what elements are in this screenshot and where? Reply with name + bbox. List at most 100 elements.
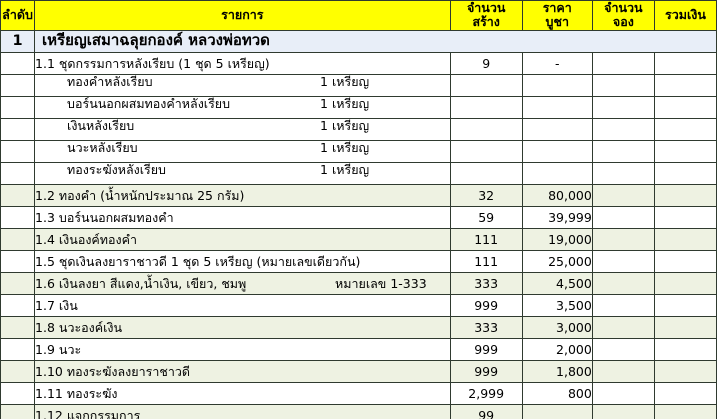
row-rank xyxy=(0,271,36,295)
row-item-label: 1.6 เงินลงยา สีแดง,น้ำเงิน, เขียว, ชมพู xyxy=(35,275,247,291)
row-item-label: 1.8 นวะองค์เงิน xyxy=(35,319,123,335)
table-row: 1.5 ชุดเงินลงยาราชาวดี 1 ชุด 5 เหรียญ (ห… xyxy=(0,249,717,273)
row-item-label: บอร์นนอกผสมทองคำหลังเรียบ xyxy=(67,95,231,111)
row-item-label: 1.3 บอร์นนอกผสมทองคำ xyxy=(35,209,174,225)
row-total xyxy=(653,293,717,317)
row-item: นวะหลังเรียบ 1 เหรียญ xyxy=(34,139,451,163)
row-price: 4,500 xyxy=(521,271,593,295)
row-made-count xyxy=(449,139,523,163)
row-item: บอร์นนอกผสมทองคำหลังเรียบ 1 เหรียญ xyxy=(34,95,451,119)
row-booked-count xyxy=(591,139,655,163)
row-item-label: 1.5 ชุดเงินลงยาราชาวดี 1 ชุด 5 เหรียญ (ห… xyxy=(35,253,361,269)
row-made-count: 2,999 xyxy=(449,381,523,405)
row-made-count: 59 xyxy=(449,205,523,229)
row-item: 1.8 นวะองค์เงิน xyxy=(34,315,451,339)
table-row: บอร์นนอกผสมทองคำหลังเรียบ 1 เหรียญ xyxy=(0,95,717,119)
row-made-count: 111 xyxy=(449,227,523,251)
table-row: 1.12 แจกกรรมการ 99 xyxy=(0,403,717,419)
row-booked-count xyxy=(591,205,655,229)
row-price: 3,500 xyxy=(521,293,593,317)
row-rank xyxy=(0,315,36,339)
row-total xyxy=(653,359,717,383)
row-item: เงินหลังเรียบ 1 เหรียญ xyxy=(34,117,451,141)
table-row: 1.7 เงิน 999 3,500 xyxy=(0,293,717,317)
header-rank-label: ลำดับ xyxy=(2,7,33,23)
row-made-count: 333 xyxy=(449,271,523,295)
row-booked-count xyxy=(591,271,655,295)
row-item-label: ทองระฆังหลังเรียบ xyxy=(67,161,166,177)
table-row: 1.9 นวะ 999 2,000 xyxy=(0,337,717,361)
header-booked-line1: จำนวน xyxy=(604,0,643,15)
row-total xyxy=(653,381,717,405)
row-total xyxy=(653,51,717,75)
row-booked-count xyxy=(591,73,655,97)
table-row: เงินหลังเรียบ 1 เหรียญ xyxy=(0,117,717,141)
header-row: ลำดับ รายการ จำนวน สร้าง ราคา บูชา จำนวน… xyxy=(0,0,717,31)
row-item-label: 1.12 แจกกรรมการ xyxy=(35,407,141,419)
row-booked-count xyxy=(591,161,655,185)
row-made-count xyxy=(449,117,523,141)
header-made-line2: สร้าง xyxy=(472,14,500,30)
row-item-qty: 1 เหรียญ xyxy=(320,117,370,133)
header-booked-line2: จอง xyxy=(612,14,634,30)
header-made: จำนวน สร้าง xyxy=(449,0,523,31)
row-item: 1.10 ทองระฆังลงยาราชาวดี xyxy=(34,359,451,383)
row-made-count: 99 xyxy=(449,403,523,419)
header-total: รวมเงิน xyxy=(653,0,717,31)
row-price: 800 xyxy=(521,381,593,405)
header-price-line1: ราคา xyxy=(542,0,572,15)
row-rank xyxy=(0,293,36,317)
row-item-label: 1.9 นวะ xyxy=(35,341,82,357)
row-made-count: 111 xyxy=(449,249,523,273)
row-total xyxy=(653,403,717,419)
header-item: รายการ xyxy=(34,0,451,31)
section-title: เหรียญเสมาฉลุยกองค์ หลวงพ่อทวด xyxy=(34,29,717,53)
row-item: 1.4 เงินองค์ทองคำ xyxy=(34,227,451,251)
row-booked-count xyxy=(591,95,655,119)
row-price: - xyxy=(521,51,593,75)
row-item: 1.12 แจกกรรมการ xyxy=(34,403,451,419)
row-price: 2,000 xyxy=(521,337,593,361)
row-price xyxy=(521,161,593,185)
table-row: ทองคำหลังเรียบ 1 เหรียญ xyxy=(0,73,717,97)
row-made-count: 999 xyxy=(449,337,523,361)
table-row: 1.6 เงินลงยา สีแดง,น้ำเงิน, เขียว, ชมพู ห… xyxy=(0,271,717,295)
row-total xyxy=(653,337,717,361)
row-item: 1.9 นวะ xyxy=(34,337,451,361)
row-total xyxy=(653,205,717,229)
table-row: นวะหลังเรียบ 1 เหรียญ xyxy=(0,139,717,163)
row-booked-count xyxy=(591,51,655,75)
row-price: 3,000 xyxy=(521,315,593,339)
row-rank xyxy=(0,139,36,163)
row-price xyxy=(521,73,593,97)
row-rank xyxy=(0,73,36,97)
table-row: 1.11 ทองระฆัง 2,999 800 xyxy=(0,381,717,405)
row-rank xyxy=(0,227,36,251)
row-total xyxy=(653,73,717,97)
row-made-count: 999 xyxy=(449,293,523,317)
row-booked-count xyxy=(591,337,655,361)
header-price-line2: บูชา xyxy=(545,14,569,30)
section-row: 1 เหรียญเสมาฉลุยกองค์ หลวงพ่อทวด xyxy=(0,29,717,53)
header-price: ราคา บูชา xyxy=(521,0,593,31)
row-rank xyxy=(0,161,36,185)
row-total xyxy=(653,227,717,251)
table-row: 1.3 บอร์นนอกผสมทองคำ 59 39,999 xyxy=(0,205,717,229)
table-row: ทองระฆังหลังเรียบ 1 เหรียญ xyxy=(0,161,717,185)
row-rank xyxy=(0,249,36,273)
row-total xyxy=(653,95,717,119)
header-booked: จำนวน จอง xyxy=(591,0,655,31)
row-rank xyxy=(0,117,36,141)
row-item-qty: 1 เหรียญ xyxy=(320,161,370,177)
row-booked-count xyxy=(591,359,655,383)
row-item: 1.11 ทองระฆัง xyxy=(34,381,451,405)
row-made-count: 999 xyxy=(449,359,523,383)
table-header: ลำดับ รายการ จำนวน สร้าง ราคา บูชา จำนวน… xyxy=(0,0,717,31)
table-row: 1.1 ชุดกรรมการหลังเรียบ (1 ชุด 5 เหรียญ)… xyxy=(0,51,717,75)
row-item-label: 1.7 เงิน xyxy=(35,297,78,313)
row-item: 1.5 ชุดเงินลงยาราชาวดี 1 ชุด 5 เหรียญ (ห… xyxy=(34,249,451,273)
row-booked-count xyxy=(591,403,655,419)
row-item-label: ทองคำหลังเรียบ xyxy=(67,73,153,89)
row-price: 1,800 xyxy=(521,359,593,383)
